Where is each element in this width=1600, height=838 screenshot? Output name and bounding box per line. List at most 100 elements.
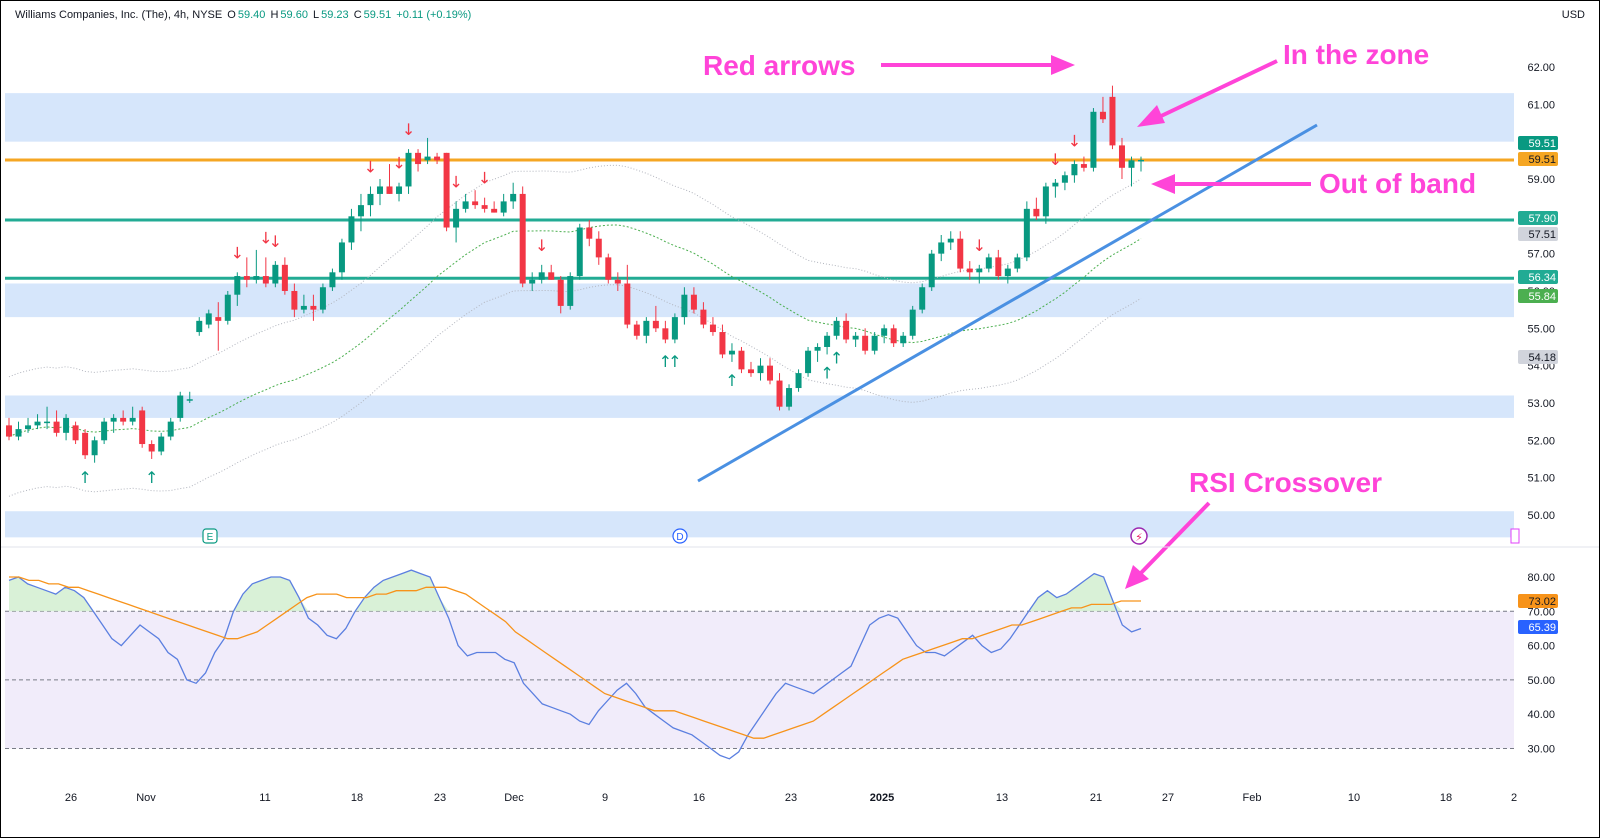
level-price-tag: 59.51: [1528, 154, 1556, 166]
candle-body: [900, 335, 907, 344]
earnings-marker-icon: [202, 528, 218, 544]
price-axis: 62.0061.0059.0057.0056.0055.0054.0053.00…: [1527, 62, 1555, 756]
candle-body: [843, 320, 850, 340]
sell-arrow-icon: ↓: [231, 243, 244, 262]
candle-body: [91, 440, 98, 456]
candle-body: [557, 279, 564, 306]
candle-body: [101, 421, 108, 441]
bollinger-bands: [8, 164, 1142, 497]
level-low-tag-bg: [1518, 270, 1558, 284]
candle-body: [310, 305, 317, 310]
candle-body: [34, 421, 41, 426]
price-zone: [5, 283, 1514, 318]
annotation-red-arrows: Red arrows: [703, 50, 856, 81]
candle-body: [44, 421, 51, 424]
candle-body: [453, 208, 460, 228]
candle-body: [272, 264, 279, 284]
sell-arrow-icon: ↓: [269, 232, 282, 251]
candle-body: [824, 335, 831, 347]
candle-body: [224, 294, 231, 321]
price-zones: [5, 93, 1514, 538]
candle-body: [1023, 208, 1030, 258]
level-mid-tag: 57.51: [1528, 229, 1556, 241]
open-value: 59.40: [237, 9, 266, 21]
time-tick-label: 9: [602, 792, 608, 804]
time-tick-label: 16: [693, 792, 705, 804]
dividend-marker-label: D: [676, 532, 683, 543]
sell-arrow-icon: ↓: [535, 236, 548, 255]
sell-arrow-icon: ↓: [364, 157, 377, 176]
flash-event-icon: [1130, 527, 1148, 545]
candle-body: [262, 276, 269, 284]
buy-arrow-icon: ↑: [830, 349, 843, 368]
candle-body: [1004, 268, 1011, 277]
upper-band: [8, 164, 1142, 378]
candle-body: [852, 335, 859, 340]
buy-arrow-icon: ↑: [78, 468, 91, 487]
candle-body: [110, 417, 117, 422]
candle-body: [291, 290, 298, 310]
candle-body: [319, 287, 326, 310]
candle-body: [662, 328, 669, 340]
close-label: C: [353, 9, 362, 21]
price-tags: 59.51 59.51 57.90 57.51 56.34 55.84 54.18 73.02…: [1518, 136, 1558, 634]
candle-body: [995, 257, 1002, 277]
price-tick-label: 50.00: [1527, 510, 1555, 522]
candle-body: [805, 350, 812, 374]
annotation-in-the-zone: In the zone: [1283, 39, 1429, 70]
candle-body: [139, 410, 146, 445]
candle-body: [443, 152, 450, 228]
candle-body: [890, 328, 897, 344]
candle-body: [1080, 164, 1087, 168]
candlestick-series: [6, 85, 1144, 463]
annotation-rsi-crossover: RSI Crossover: [1189, 467, 1382, 498]
candle-body: [148, 444, 155, 452]
candle-body: [376, 186, 383, 194]
candle-body: [538, 272, 545, 280]
rsi-tick-label: 80.00: [1527, 572, 1555, 584]
candle-body: [167, 421, 174, 437]
time-tick-label: 2025: [870, 792, 894, 804]
buy-arrow-icon: ↑: [145, 468, 158, 487]
candle-body: [633, 324, 640, 336]
candle-body: [928, 253, 935, 288]
candle-body: [586, 227, 593, 239]
candle-body: [348, 216, 355, 243]
symbol-header: Williams Companies, Inc. (The), 4h, NYSE…: [15, 9, 473, 21]
candle-body: [15, 429, 22, 437]
time-tick-label: 18: [351, 792, 363, 804]
price-tick-label: 53.00: [1527, 398, 1555, 410]
candle-body: [529, 279, 536, 284]
price-tick-label: 62.00: [1527, 62, 1555, 74]
rsi-tick-label: 60.00: [1527, 641, 1555, 653]
candle-body: [481, 205, 488, 209]
annotation-arrow-line: [1137, 501, 1211, 577]
last-price-tag-bg: [1518, 136, 1558, 150]
candle-body: [472, 201, 479, 206]
candle-body: [786, 388, 793, 407]
currency-label[interactable]: USD: [1561, 9, 1585, 21]
candle-body: [757, 365, 764, 374]
symbol-title[interactable]: Williams Companies, Inc. (The), 4h, NYSE: [15, 9, 223, 21]
candle-body: [1061, 175, 1068, 183]
buy-arrow-icon: ↑: [820, 363, 833, 382]
candle-body: [243, 276, 250, 280]
high-label: H: [270, 9, 279, 21]
candle-body: [643, 320, 650, 336]
candle-body: [177, 395, 184, 418]
annotation-out-of-band: Out of band: [1319, 168, 1476, 199]
future-event-icon: [1510, 528, 1520, 544]
candle-body: [196, 320, 203, 333]
candle-body: [795, 373, 802, 389]
price-zone: [5, 395, 1514, 418]
candle-body: [253, 276, 260, 280]
sell-arrow-icon: ↓: [392, 154, 405, 173]
candle-body: [129, 417, 136, 422]
candle-body: [386, 186, 393, 194]
rsi-tick-label: 30.00: [1527, 744, 1555, 756]
candle-body: [500, 201, 507, 213]
sell-arrow-icon: ↓: [402, 120, 415, 139]
candle-body: [491, 208, 498, 213]
candle-body: [158, 436, 165, 452]
